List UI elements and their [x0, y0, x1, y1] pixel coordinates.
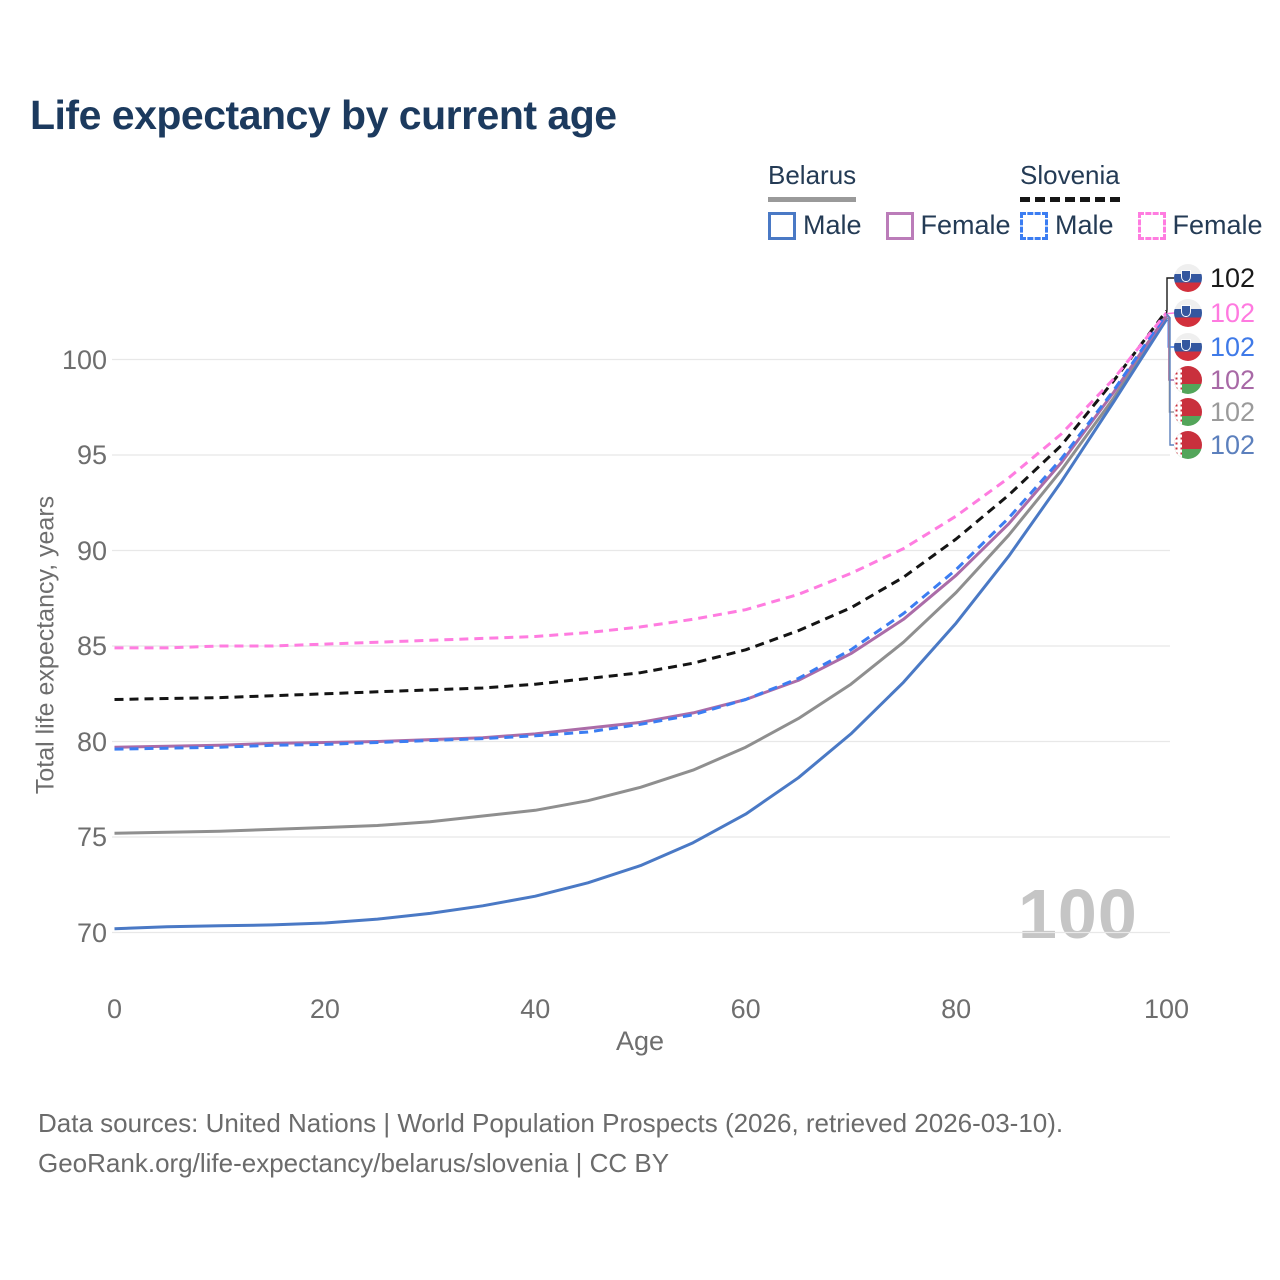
legend-title-belarus: Belarus [768, 160, 857, 202]
footer-data-sources: Data sources: United Nations | World Pop… [38, 1108, 1064, 1138]
series-line-belarus-male [114, 318, 1168, 931]
slovenia-flag-icon [1174, 299, 1202, 327]
series-line-slovenia-total [114, 309, 1168, 701]
footer-attribution: GeoRank.org/life-expectancy/belarus/slov… [38, 1148, 670, 1178]
end-label-connector [1165, 277, 1174, 314]
belarus-male-swatch-icon [768, 211, 796, 240]
legend-group-belarus: Belarus Male Female [768, 160, 1011, 241]
legend-item-label: Male [803, 210, 862, 240]
legend-item-belarus-male[interactable]: Male [768, 210, 862, 241]
end-label-connector [1165, 313, 1174, 446]
belarus-flag-icon [1174, 366, 1202, 394]
end-label-row-belarus-female: 102 [1174, 364, 1255, 396]
series-line-belarus-female [114, 314, 1168, 749]
x-tick-label: 80 [941, 994, 972, 1024]
end-label-row-slovenia-male: 102 [1174, 331, 1255, 363]
slovenia-male-swatch-icon [1020, 211, 1048, 240]
end-label-value: 102 [1210, 263, 1256, 293]
end-label-value: 102 [1210, 430, 1256, 460]
end-label-row-slovenia-female: 102 [1174, 297, 1255, 329]
x-tick-label: 60 [730, 994, 761, 1024]
end-label-value: 102 [1210, 298, 1256, 328]
legend-group-slovenia: Slovenia Male Female [1020, 160, 1263, 241]
x-tick-label: 20 [309, 994, 340, 1024]
legend-item-label: Female [1172, 210, 1263, 240]
slovenia-female-swatch-icon [1137, 211, 1166, 240]
page-title: Life expectancy by current age [30, 92, 617, 138]
end-label-value: 102 [1210, 397, 1256, 427]
belarus-flag-icon [1174, 398, 1202, 426]
legend-item-label: Female [920, 210, 1011, 240]
y-tick-label: 95 [76, 440, 107, 470]
legend-item-slovenia-male[interactable]: Male [1020, 210, 1114, 241]
slovenia-flag-icon [1174, 264, 1202, 292]
end-label-connector [1165, 313, 1174, 381]
x-tick-label: 0 [106, 994, 123, 1024]
legend-title-slovenia: Slovenia [1020, 160, 1120, 202]
end-label-row-belarus-total: 102 [1174, 396, 1255, 428]
legend-item-label: Male [1055, 210, 1114, 240]
slovenia-flag-icon [1174, 333, 1202, 361]
belarus-female-swatch-icon [885, 211, 914, 240]
series-line-slovenia-male [114, 312, 1168, 751]
end-label-value: 102 [1210, 365, 1256, 395]
series-line-belarus-total [114, 316, 1168, 835]
end-label-connector [1165, 313, 1174, 348]
age-watermark: 100 [1018, 875, 1138, 953]
x-tick-label: 100 [1143, 994, 1190, 1024]
end-label-row-slovenia-total: 102 [1174, 262, 1255, 294]
x-tick-label: 40 [520, 994, 551, 1024]
belarus-flag-icon [1174, 431, 1202, 459]
y-tick-label: 80 [76, 726, 107, 757]
y-tick-label: 85 [76, 631, 107, 661]
y-tick-label: 100 [61, 344, 107, 375]
x-axis-title: Age [615, 1026, 665, 1056]
end-label-connector [1166, 312, 1175, 315]
y-tick-label: 75 [76, 822, 107, 852]
y-tick-label: 70 [76, 917, 107, 948]
legend-item-slovenia-female[interactable]: Female [1137, 210, 1263, 241]
y-tick-label: 90 [76, 535, 107, 566]
legend-item-belarus-female[interactable]: Female [885, 210, 1011, 241]
end-label-row-belarus-male: 102 [1174, 429, 1255, 461]
end-label-connector [1165, 313, 1174, 413]
end-label-value: 102 [1210, 332, 1256, 362]
series-line-slovenia-female [114, 311, 1168, 650]
